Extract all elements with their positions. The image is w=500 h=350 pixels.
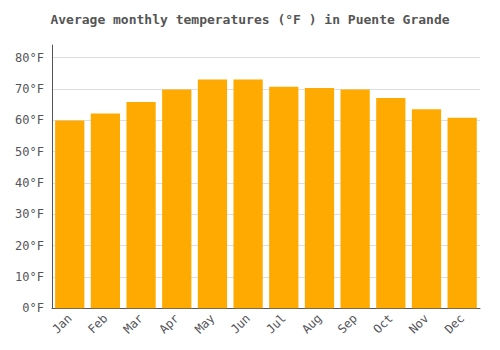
svg-text:May: May [192,311,217,336]
svg-text:Feb: Feb [85,311,110,336]
svg-text:Average monthly temperatures (: Average monthly temperatures (°F ) in Pu… [50,12,449,27]
svg-text:Oct: Oct [371,311,396,336]
svg-text:Sep: Sep [335,311,360,336]
svg-text:40°F: 40°F [15,176,44,190]
svg-text:Jan: Jan [49,311,74,336]
svg-text:20°F: 20°F [15,239,44,253]
svg-text:10°F: 10°F [15,270,44,284]
svg-text:80°F: 80°F [15,51,44,65]
svg-text:Nov: Nov [406,311,431,336]
svg-text:30°F: 30°F [15,207,44,221]
svg-text:60°F: 60°F [15,113,44,127]
svg-text:Jun: Jun [228,311,253,336]
svg-text:70°F: 70°F [15,82,44,96]
svg-text:50°F: 50°F [15,145,44,159]
svg-text:0°F: 0°F [22,301,44,315]
svg-text:Dec: Dec [442,311,467,336]
svg-text:Jul: Jul [264,311,289,336]
svg-text:Apr: Apr [156,311,181,336]
svg-text:Aug: Aug [299,311,324,336]
svg-text:Mar: Mar [121,311,146,336]
